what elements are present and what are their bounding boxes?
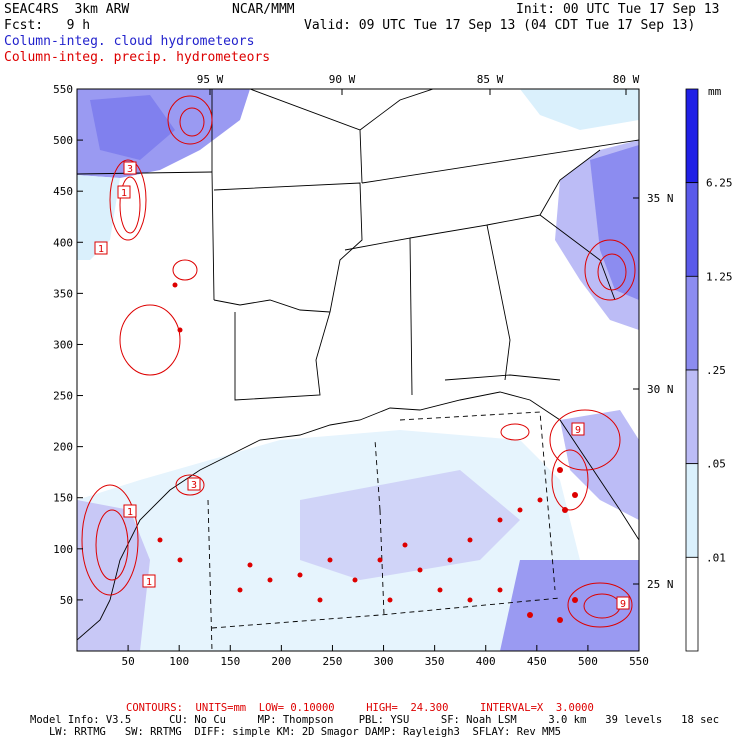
state-alabama (409, 224, 511, 381)
contour-label: 9 (620, 599, 626, 610)
mexico-coast (77, 599, 111, 641)
legend-swatch (685, 463, 699, 558)
axis-ticks (77, 88, 640, 651)
x-tick-label: 500 (578, 655, 598, 668)
y-tick-label: 150 (53, 492, 73, 505)
lon-tick-label: 85 W (477, 73, 504, 86)
cloud-shade-ne-dark (590, 145, 639, 300)
contour-label: 1 (98, 244, 104, 255)
state-red-river (213, 299, 331, 313)
model-info-line1: Model Info: V3.5 CU: No Cu MP: Thompson … (30, 714, 720, 726)
cloud-shade-texas (77, 500, 150, 651)
state-florida-line (444, 374, 561, 381)
contour-label: 1 (146, 577, 152, 588)
forecast-hour: Fcst: 9 h (4, 18, 91, 33)
valid-time: Valid: 09 UTC Tue 17 Sep 13 (04 CDT Tue … (304, 18, 696, 33)
lat-tick-label: 35 N (647, 192, 674, 205)
y-tick-label: 50 (60, 594, 73, 607)
y-tick-label: 250 (53, 390, 73, 403)
x-tick-label: 200 (271, 655, 291, 668)
shading-layer (77, 89, 639, 651)
x-tick-label: 350 (425, 655, 445, 668)
contour-label: 1 (127, 507, 133, 518)
cloud-shade-florida (560, 410, 639, 520)
state-louisiana (234, 311, 331, 401)
x-tick-label: 450 (527, 655, 547, 668)
cloud-shade-n-top (520, 89, 639, 130)
field-cloud-label: Column-integ. cloud hydrometeors (4, 34, 255, 49)
lat-tick-label: 25 N (647, 578, 674, 591)
x-tick-label: 100 (169, 655, 189, 668)
legend-swatch (685, 182, 699, 277)
legend-swatch (685, 556, 699, 652)
x-tick-label: 250 (323, 655, 343, 668)
contours-info: CONTOURS: UNITS=mm LOW= 0.10000 HIGH= 24… (126, 702, 594, 714)
lat-tick-label: 30 N (647, 383, 674, 396)
model-title: SEAC4RS 3km ARW (4, 2, 130, 17)
state-kentucky (359, 89, 435, 131)
y-tick-label: 200 (53, 441, 73, 454)
cloud-shade-nw-dark (90, 95, 175, 160)
contour-label: 9 (575, 425, 581, 436)
legend-level-label: 6.25 (706, 177, 733, 190)
precip-dots (157, 282, 578, 623)
legend-unit: mm (708, 85, 722, 98)
y-tick-label: 450 (53, 185, 73, 198)
organization-label: NCAR/MMM (232, 2, 295, 17)
state-carolina (539, 149, 601, 216)
legend-level-label: .05 (706, 458, 726, 471)
model-info-line2: LW: RRTMG SW: RRTMG DIFF: simple KM: 2D … (30, 726, 562, 738)
precip-contours (81, 95, 636, 628)
init-time: Init: 00 UTC Tue 17 Sep 13 (516, 2, 720, 17)
y-tick-label: 500 (53, 134, 73, 147)
state-mississippi (344, 237, 413, 396)
lon-tick-label: 95 W (197, 73, 224, 86)
state-georgia (486, 214, 616, 301)
legend-level-label: .01 (706, 551, 726, 564)
legend-bar: mm 6.25 1.25 .25 .05 .01 (685, 85, 733, 652)
state-arkansas (213, 182, 363, 313)
map-figure: 3 1 1 9 3 1 1 9 550500450400350300250200… (53, 73, 733, 668)
cloud-shade-gulf-mid (300, 470, 520, 580)
legend-swatch (685, 275, 699, 371)
coastline (109, 391, 639, 601)
state-oklahoma-kansas (77, 171, 213, 175)
legend-swatch (685, 88, 699, 184)
legend-level-label: .25 (706, 364, 726, 377)
x-tick-label: 550 (629, 655, 649, 668)
x-tick-label: 300 (374, 655, 394, 668)
boundaries (77, 89, 639, 641)
lon-tick-label: 90 W (329, 73, 356, 86)
plot-frame (76, 88, 640, 652)
lon-tick-label: 80 W (613, 73, 640, 86)
state-tennessee (361, 139, 639, 184)
state-missouri (249, 89, 363, 184)
contour-label-boxes: 3 1 1 9 3 1 1 9 (94, 161, 630, 610)
legend-level-label: 1.25 (706, 270, 733, 283)
y-tick-label: 300 (53, 338, 73, 351)
cloud-shade-nw-light (77, 175, 120, 260)
y-tick-label: 100 (53, 543, 73, 556)
x-tick-label: 400 (476, 655, 496, 668)
contour-label: 1 (121, 188, 127, 199)
x-tick-label: 50 (121, 655, 134, 668)
contour-label: 3 (127, 164, 133, 175)
y-tick-label: 350 (53, 287, 73, 300)
y-tick-label: 550 (53, 83, 73, 96)
eez-boundary (207, 411, 561, 651)
contour-label: 3 (191, 480, 197, 491)
legend-swatch (685, 369, 699, 465)
x-tick-label: 150 (220, 655, 240, 668)
field-precip-label: Column-integ. precip. hydrometeors (4, 50, 271, 65)
y-tick-label: 400 (53, 236, 73, 249)
